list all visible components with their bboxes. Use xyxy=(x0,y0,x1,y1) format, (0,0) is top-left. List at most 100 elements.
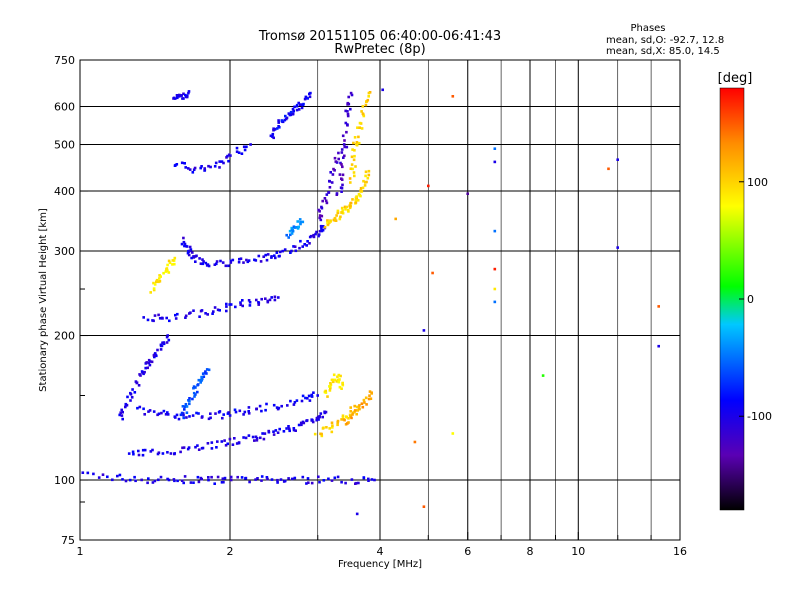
echo-point xyxy=(291,228,294,231)
echo-point xyxy=(334,160,338,163)
echo-point xyxy=(142,316,145,319)
echo-point xyxy=(293,401,297,404)
echo-point xyxy=(272,128,275,132)
echo-point xyxy=(348,206,352,210)
echo-point xyxy=(255,437,259,440)
echo-point xyxy=(120,408,123,412)
echo-point xyxy=(229,475,233,479)
echo-point xyxy=(207,417,211,421)
echo-point xyxy=(288,427,291,431)
echo-point xyxy=(309,91,312,95)
echo-point xyxy=(128,478,132,482)
echo-point xyxy=(261,432,264,435)
echo-point xyxy=(341,209,344,212)
echo-point xyxy=(201,446,205,450)
echo-point xyxy=(239,301,242,304)
echo-point xyxy=(187,167,190,170)
echo-point xyxy=(183,475,187,478)
echo-point xyxy=(318,229,322,233)
echo-point xyxy=(267,429,270,433)
echo-point xyxy=(351,148,354,151)
echo-point xyxy=(263,432,267,435)
echo-point xyxy=(265,476,269,479)
echo-point xyxy=(211,312,214,315)
echo-point xyxy=(357,141,361,145)
echo-point xyxy=(249,143,252,146)
echo-point xyxy=(312,391,315,394)
echo-point xyxy=(242,413,245,416)
echo-point xyxy=(166,334,169,337)
echo-point xyxy=(124,405,127,409)
echo-point xyxy=(247,299,251,302)
echo-point xyxy=(354,201,358,204)
sparse-echo-point xyxy=(493,160,497,164)
echo-point xyxy=(296,220,299,223)
echo-point xyxy=(240,152,244,155)
echo-point xyxy=(186,251,190,255)
echo-point xyxy=(343,154,346,158)
y-tick-label: 300 xyxy=(54,245,75,258)
echo-point xyxy=(336,475,340,479)
echo-point xyxy=(166,411,169,414)
echo-point xyxy=(243,148,247,152)
echo-point xyxy=(166,451,169,454)
echo-point xyxy=(272,430,275,433)
echo-point xyxy=(329,382,332,385)
echo-point xyxy=(157,313,160,317)
echo-point xyxy=(266,253,270,256)
echo-point xyxy=(333,218,337,221)
sparse-echo-point xyxy=(541,374,545,377)
echo-point xyxy=(216,475,220,479)
echo-point xyxy=(326,222,330,226)
echo-point xyxy=(332,373,336,377)
echo-point xyxy=(341,414,345,417)
echo-point xyxy=(248,301,252,304)
echo-point xyxy=(187,91,190,95)
echo-point xyxy=(245,145,248,149)
echo-point xyxy=(218,160,221,163)
echo-point xyxy=(237,441,241,445)
echo-point xyxy=(213,306,217,309)
echo-point xyxy=(268,298,272,302)
sparse-echo-point xyxy=(451,432,455,435)
echo-point xyxy=(302,102,305,106)
echo-point xyxy=(275,127,279,130)
echo-point xyxy=(223,439,226,442)
echo-point xyxy=(321,199,324,203)
x-tick-label: 10 xyxy=(571,545,585,558)
echo-point xyxy=(287,236,290,239)
echo-point xyxy=(187,399,190,402)
echo-point xyxy=(157,451,161,454)
echo-point xyxy=(366,176,370,180)
echo-point xyxy=(294,429,297,432)
echo-point xyxy=(218,166,221,169)
echo-point xyxy=(191,414,195,417)
echo-point xyxy=(301,220,305,224)
echo-point xyxy=(238,257,241,261)
x-tick-label: 4 xyxy=(377,545,384,558)
x-tick-label: 16 xyxy=(673,545,687,558)
echo-point xyxy=(226,154,229,158)
sparse-echo-point xyxy=(466,192,469,195)
echo-point xyxy=(165,341,169,344)
echo-point xyxy=(349,107,352,111)
echo-point xyxy=(140,478,143,482)
echo-point xyxy=(299,221,302,224)
echo-point xyxy=(330,479,334,482)
echo-point xyxy=(273,254,276,257)
echo-point xyxy=(331,378,334,382)
echo-point xyxy=(228,437,232,441)
echo-point xyxy=(222,161,225,165)
echo-point xyxy=(259,260,263,263)
echo-point xyxy=(166,263,169,267)
echo-point xyxy=(316,394,319,397)
echo-point xyxy=(273,295,277,299)
echo-point xyxy=(248,480,251,484)
echo-point xyxy=(180,94,183,97)
echo-point xyxy=(272,136,275,140)
echo-point xyxy=(290,232,294,235)
sparse-echo-point xyxy=(422,505,426,508)
echo-point xyxy=(293,105,296,109)
echo-point xyxy=(86,471,90,475)
echo-point xyxy=(215,260,219,263)
